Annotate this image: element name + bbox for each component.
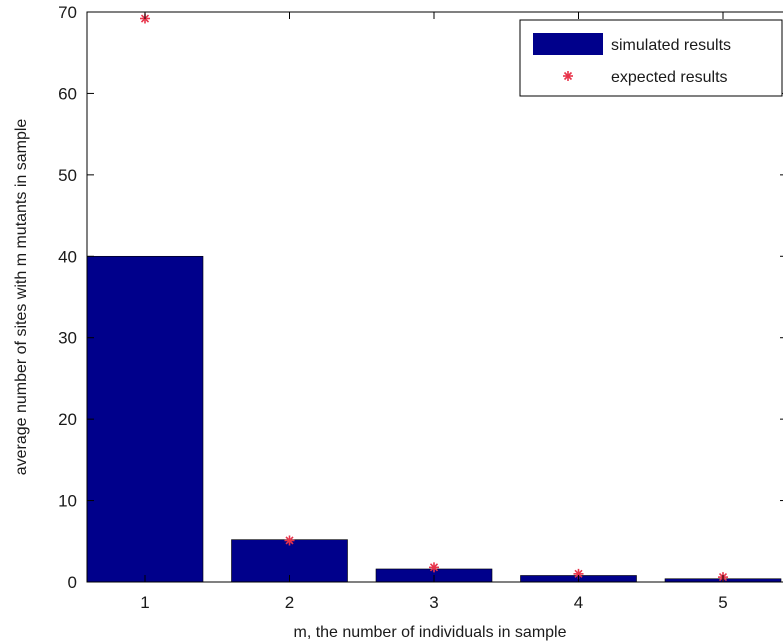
y-tick-label: 0 xyxy=(68,573,77,592)
x-tick-label: 5 xyxy=(718,593,727,612)
x-tick-label: 4 xyxy=(574,593,583,612)
expected-marker-2 xyxy=(284,535,295,546)
plot-frame xyxy=(86,11,783,583)
x-tick-label: 2 xyxy=(285,593,294,612)
y-tick-label: 30 xyxy=(58,329,77,348)
legend-star-icon xyxy=(563,71,573,81)
expected-marker-3 xyxy=(429,562,439,573)
y-tick-label: 60 xyxy=(58,84,77,103)
bars-group xyxy=(86,255,782,583)
x-tick-label: 3 xyxy=(429,593,438,612)
legend-bar-swatch xyxy=(533,33,603,55)
legend-expected-label: expected results xyxy=(611,69,728,86)
legend-simulated-label: simulated results xyxy=(611,37,731,54)
legend: simulated results expected results xyxy=(519,19,783,97)
y-tick-label: 40 xyxy=(58,247,77,266)
y-axis-label: average number of sites with m mutants i… xyxy=(13,119,30,476)
markers-group xyxy=(140,13,728,583)
bar-1 xyxy=(86,255,204,583)
y-tick-label: 20 xyxy=(58,410,77,429)
x-axis: 1 2 3 4 5 xyxy=(140,12,728,612)
y-tick-label: 70 xyxy=(58,3,77,22)
legend-box xyxy=(519,19,783,97)
y-tick-label: 50 xyxy=(58,166,77,185)
y-axis: 0 10 20 30 40 50 60 70 xyxy=(58,3,783,592)
y-tick-label: 10 xyxy=(58,492,77,511)
x-tick-label: 1 xyxy=(140,593,149,612)
bar-2 xyxy=(231,539,348,583)
x-axis-label: m, the number of individuals in sample xyxy=(293,624,566,641)
